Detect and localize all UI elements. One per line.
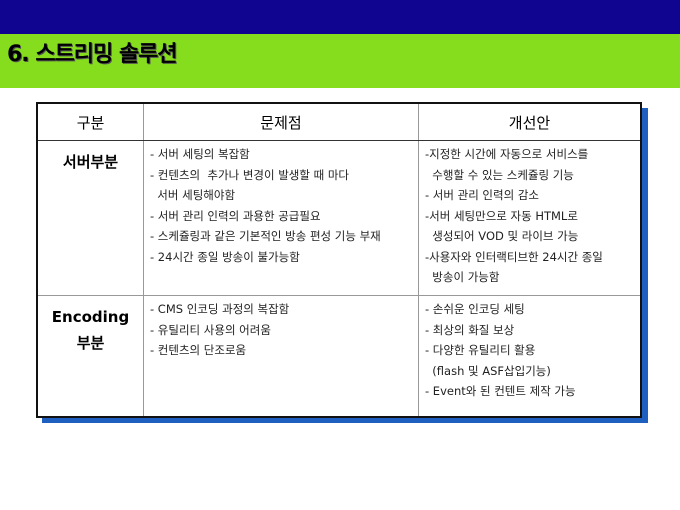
list-item: - 유틸리티 사용의 어려움 bbox=[150, 322, 271, 337]
list-item: 수행할 수 있는 스케쥴링 기능 bbox=[425, 167, 574, 182]
problems-cell: - 서버 세팅의 복잡함 - 컨텐츠의 추가나 변경이 발생할 때 마다 서버 세… bbox=[143, 140, 419, 296]
problems-cell: - CMS 인코딩 과정의 복잡함 - 유틸리티 사용의 어려움 - 컨텐츠의 단조… bbox=[143, 295, 419, 418]
list-item: - 컨텐츠의 단조로움 bbox=[150, 343, 247, 357]
list-item: -지정한 시간에 자동으로 서비스를 bbox=[425, 147, 589, 161]
list-item: - 24시간 종일 방송이 불가능함 bbox=[150, 249, 300, 264]
row-category: Encoding 부분 bbox=[36, 295, 144, 418]
list-item: -서버 세팅만으로 자동 HTML로 bbox=[425, 208, 578, 223]
category-label: 서버부분 bbox=[62, 153, 119, 171]
table-row: Encoding 부분 - CMS 인코딩 과정의 복잡함 - 유틸리티 사용의 어… bbox=[36, 295, 642, 418]
list-item: - Event와 된 컨텐트 제작 가능 bbox=[425, 384, 576, 398]
list-item: - 다양한 유틸리티 활용 bbox=[425, 343, 536, 357]
list-item: - 컨텐츠의 추가나 변경이 발생할 때 마다 bbox=[150, 167, 350, 182]
list-item: (flash 및 ASF삽입기능) bbox=[425, 363, 551, 378]
improvements-cell: - 손쉬운 인코딩 세팅 - 최상의 화질 보상 - 다양한 유틸리티 활용 (fl… bbox=[418, 295, 642, 418]
row-category: 서버부분 bbox=[36, 140, 144, 296]
list-item: - 서버 관리 인력의 과용한 공급필요 bbox=[150, 208, 321, 223]
list-item: -사용자와 인터랙티브한 24시간 종일 bbox=[425, 249, 603, 264]
table-row: 서버부분 - 서버 세팅의 복잡함 - 컨텐츠의 추가나 변경이 발생할 때 마다… bbox=[36, 140, 642, 296]
list-item: - CMS 인코딩 과정의 복잡함 bbox=[150, 302, 290, 316]
header-problems: 문제점 bbox=[143, 102, 419, 141]
improvements-cell: -지정한 시간에 자동으로 서비스를 수행할 수 있는 스케쥴링 기능 - 서버 … bbox=[418, 140, 642, 296]
list-item: - 최상의 화질 보상 bbox=[425, 322, 515, 337]
comparison-table: 구분 문제점 개선안 서버부분 - 서버 세팅의 복잡함 - 컨텐츠의 추가나 변… bbox=[36, 102, 642, 418]
list-item: 서버 세팅해야함 bbox=[150, 188, 236, 202]
list-item: - 서버 관리 인력의 감소 bbox=[425, 188, 539, 202]
list-item: - 손쉬운 인코딩 세팅 bbox=[425, 302, 525, 316]
list-item: 방송이 가능함 bbox=[425, 270, 500, 284]
header-improvements: 개선안 bbox=[418, 102, 642, 141]
list-item: - 서버 세팅의 복잡함 bbox=[150, 147, 250, 161]
list-item: - 스케쥴링과 같은 기본적인 방송 편성 기능 부재 bbox=[150, 229, 381, 243]
header-row: 구분 문제점 개선안 bbox=[36, 102, 642, 141]
list-item: 생성되어 VOD 및 라이브 가능 bbox=[425, 229, 579, 243]
category-label: 부분 bbox=[76, 334, 105, 352]
title-bar bbox=[0, 34, 680, 88]
header-category: 구분 bbox=[36, 102, 144, 141]
category-label: Encoding bbox=[51, 308, 130, 326]
slide-title: 6. 스트리밍 솔루션 bbox=[7, 42, 178, 67]
top-bar bbox=[0, 0, 680, 34]
